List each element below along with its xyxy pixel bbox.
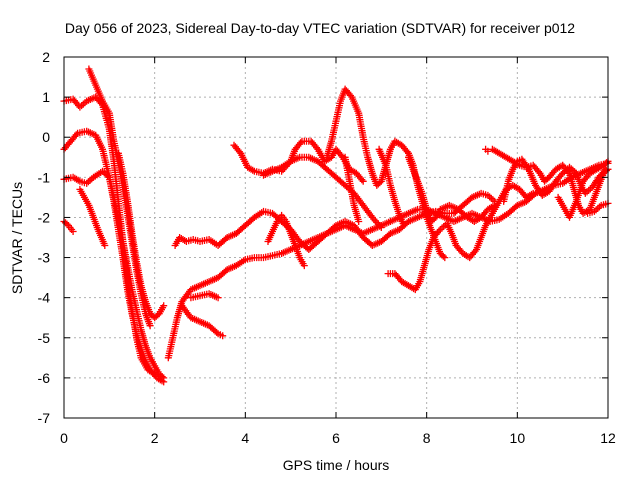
data-point [160,374,168,382]
data-point [297,139,305,147]
x-tick-label: 0 [60,430,68,446]
y-tick-label: 1 [42,89,50,105]
data-point [373,219,381,226]
data-point [471,247,479,255]
x-tick-label: 4 [241,430,249,446]
x-tick-label: 6 [332,430,340,446]
data-point [441,254,449,262]
x-axis-label: GPS time / hours [282,457,390,473]
data-point [101,242,109,249]
x-tick-label: 10 [510,430,526,446]
data-point [403,148,411,156]
data-point [347,92,354,99]
x-tick-label: 2 [151,430,159,446]
data-point [337,152,345,160]
data-point [146,322,154,330]
data-point [235,148,243,156]
y-tick-label: -7 [38,410,51,426]
x-tick-label: 8 [423,430,431,446]
data-point [439,252,447,260]
data-point [355,218,363,225]
data-point [529,189,537,197]
data-point [359,177,367,185]
y-tick-label: 2 [42,49,50,65]
y-tick-label: -2 [38,209,51,225]
data-point [600,167,608,175]
y-tick-label: -1 [38,169,51,185]
data-point [377,224,385,231]
data-point [535,168,543,176]
data-point [160,302,168,310]
data-layer [60,65,612,386]
chart-title: Day 056 of 2023, Sidereal Day-to-day VTE… [64,20,576,36]
y-tick-label: -3 [38,250,51,266]
y-tick-label: 0 [42,129,50,145]
data-point [213,328,221,336]
data-point [219,332,227,340]
data-point [603,159,610,167]
data-point [491,201,499,209]
data-point [300,262,308,270]
data-point [72,131,80,139]
data-point [214,294,222,302]
data-point [358,176,366,184]
data-point [400,222,408,229]
data-point [69,228,77,235]
y-tick-label: -4 [38,290,51,306]
data-point [158,373,166,381]
data-point [63,220,71,228]
data-point [435,227,443,235]
data-point [313,144,320,152]
y-tick-label: -5 [38,330,51,346]
y-tick-label: -6 [38,370,51,386]
x-tick-label: 12 [600,430,616,446]
data-point [557,171,565,179]
data-point [484,147,492,155]
